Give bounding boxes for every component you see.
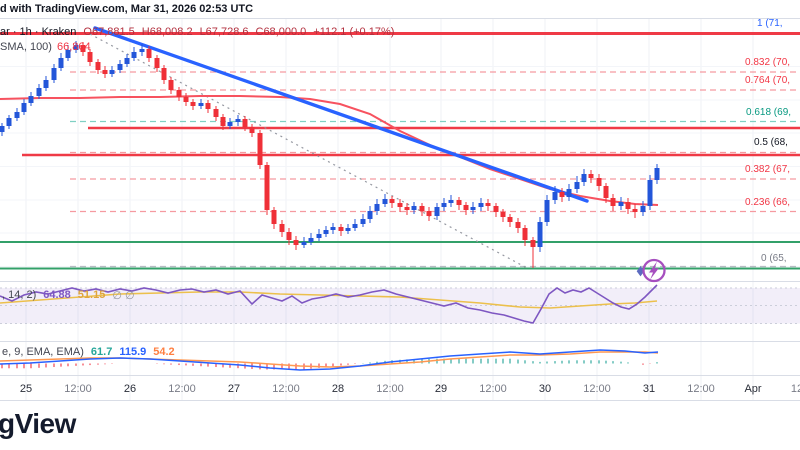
ohlc-close: C68,000.0 — [255, 26, 307, 38]
time-axis-label: 12:00 — [168, 383, 196, 395]
time-axis-label: 12:00 — [583, 383, 611, 395]
time-axis-label: 27 — [227, 383, 241, 395]
sma-label: SMA, 100) — [0, 41, 52, 53]
macd-signal-value: 54.2 — [153, 346, 175, 358]
time-axis-label: 12:00 — [479, 383, 507, 395]
fib-level-label: 0 (65, — [761, 253, 787, 264]
ohlc-low: L67,728.6 — [199, 26, 249, 38]
time-axis-label: 29 — [434, 383, 448, 395]
time-axis-label: Apr — [744, 383, 762, 395]
time-axis-label: 12 — [790, 383, 800, 395]
time-axis-label: 28 — [331, 383, 345, 395]
attribution-text: d with TradingView.com, Mar 31, 2026 02:… — [0, 3, 254, 15]
time-axis-label: 12:00 — [687, 383, 715, 395]
rsi-ma-value: 51.15 — [77, 289, 106, 301]
macd-legend-row: e, 9, EMA, EMA) 61.7 115.9 54.2 — [2, 346, 175, 358]
time-axis-label: 26 — [123, 383, 137, 395]
rsi-value: 64.88 — [43, 289, 71, 301]
fib-level-label: 0.618 (69, — [746, 107, 792, 118]
ohlc-open: O67,881.5 — [83, 26, 135, 38]
fib-level-label: 0.764 (70, — [745, 75, 791, 86]
macd-hist-value: 61.7 — [90, 346, 113, 358]
sma-value: 66,864 — [56, 41, 91, 53]
fib-level-label: 1 (71, — [757, 18, 783, 29]
time-axis-label: 12:00 — [376, 383, 404, 395]
symbol-title: ar · 1h · Kraken — [0, 26, 77, 38]
rsi-label: , 14, 2) — [2, 289, 37, 301]
boost-lightning-icon — [636, 258, 666, 283]
fib-level-label: 0.832 (70, — [745, 56, 791, 68]
rsi-legend-row: , 14, 2) 64.88 51.15 ∅ ∅ — [2, 289, 135, 302]
lightning-bolt-icon — [649, 261, 659, 280]
fib-level-label: 0.382 (67, — [745, 164, 791, 175]
fib-level-label: 0.236 (66, — [745, 196, 791, 208]
sma-legend-row: SMA, 100) 66,864 — [0, 41, 91, 53]
rsi-empty-values: ∅ ∅ — [112, 290, 135, 302]
ohlc-high: H68,008.2 — [141, 26, 193, 38]
tradingview-logo-text: gView — [0, 408, 76, 439]
time-axis[interactable]: 25 12:00 26 12:00 27 12:00 28 12:00 29 12:00 30 12:… — [0, 376, 800, 400]
macd-label: e, 9, EMA, EMA) — [2, 346, 84, 358]
lightning-circle — [642, 258, 666, 283]
time-axis-label: 12:00 — [64, 383, 92, 395]
ohlc-change: +112.1 (+0.17%) — [313, 26, 395, 38]
time-axis-label: 30 — [538, 383, 552, 395]
macd-line-value: 115.9 — [119, 346, 147, 358]
time-axis-label: 31 — [642, 383, 656, 395]
time-axis-label: 25 — [19, 383, 33, 395]
fib-level-label: 0.5 (68, — [754, 137, 788, 148]
symbol-info-row: ar · 1h · Kraken O67,881.5 H68,008.2 L67… — [0, 26, 394, 38]
time-axis-label: 12:00 — [272, 383, 300, 395]
